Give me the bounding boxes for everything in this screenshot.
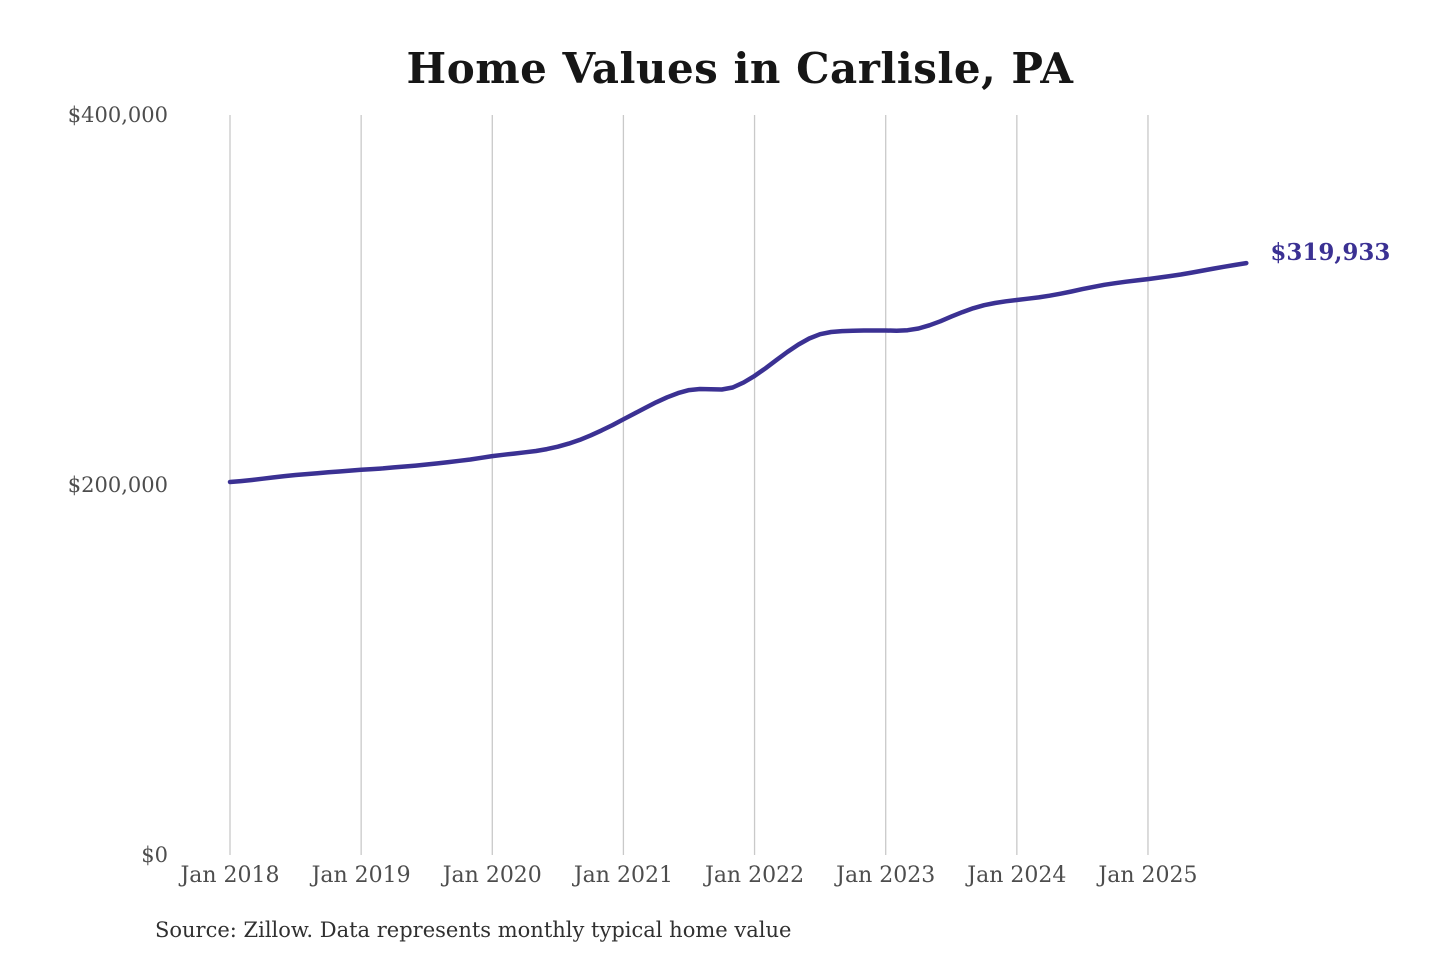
home-value-line	[227, 260, 1249, 485]
x-tick-label: Jan 2019	[311, 863, 411, 888]
y-tick-label: $0	[141, 843, 168, 867]
gridlines	[229, 115, 1149, 855]
chart-title: Home Values in Carlisle, PA	[406, 44, 1074, 93]
y-tick-label: $200,000	[67, 473, 168, 497]
x-tick-label: Jan 2023	[836, 863, 936, 888]
x-tick-label: Jan 2021	[573, 863, 673, 888]
x-tick-label: Jan 2018	[180, 863, 280, 888]
x-tick-label: Jan 2020	[442, 863, 542, 888]
x-tick-label: Jan 2024	[967, 863, 1067, 888]
x-tick-label: Jan 2025	[1098, 863, 1198, 888]
x-tick-label: Jan 2022	[705, 863, 805, 888]
latest-value-label: $319,933	[1270, 239, 1391, 267]
source-note: Source: Zillow. Data represents monthly …	[155, 918, 792, 942]
y-tick-label: $400,000	[67, 103, 168, 127]
